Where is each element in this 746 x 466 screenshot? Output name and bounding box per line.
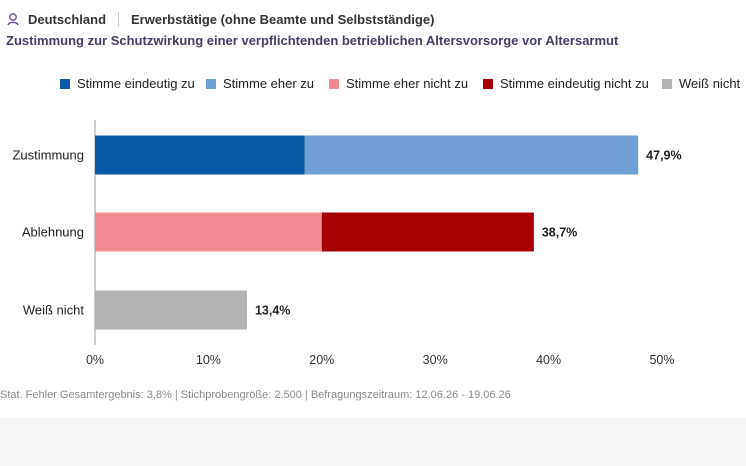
legend-item-stimme-eindeutig-zu: Stimme eindeutig zu [60, 76, 195, 91]
population-label: Erwerbstätige (ohne Beamte und Selbststä… [131, 11, 435, 27]
legend-swatch [662, 78, 672, 89]
chart-subtitle: Zustimmung zur Schutzwirkung einer verpf… [6, 33, 619, 48]
x-tick-label: 30% [423, 353, 448, 367]
legend-swatch [60, 78, 70, 89]
legend-item-stimme-eher-zu: Stimme eher zu [206, 76, 314, 91]
chart-footnote: Stat. Fehler Gesamtergebnis: 3,8% | Stic… [0, 389, 511, 401]
bar-segment [304, 135, 639, 175]
legend-swatch [483, 78, 493, 89]
location-pin-icon [6, 12, 20, 26]
x-tick-label: 40% [536, 353, 561, 367]
bar-total-label: 38,7% [542, 226, 577, 240]
x-tick-label: 0% [86, 353, 104, 367]
bar-total-label: 13,4% [255, 304, 290, 318]
region-label: Deutschland [28, 11, 107, 27]
bar-segment [321, 212, 534, 252]
legend-item-stimme-eher-nicht-zu: Stimme eher nicht zu [329, 76, 468, 91]
header-divider [118, 11, 120, 27]
bar-segment [95, 135, 305, 175]
legend-swatch [206, 78, 216, 89]
legend-item-stimme-eindeutig-nicht-zu: Stimme eindeutig nicht zu [483, 76, 649, 91]
category-label: Ablehnung [22, 225, 84, 240]
stacked-bar-chart: Zustimmung 47,9% Ablehnung 38,7% Weiß nicht 1… [12, 120, 682, 367]
legend-item-weiss-nicht: Weiß nicht [662, 76, 740, 91]
bar-total-label: 47,9% [646, 149, 681, 163]
legend-label: Weiß nicht [679, 76, 741, 91]
legend-label: Stimme eher zu [223, 76, 315, 91]
legend-label: Stimme eindeutig zu [77, 76, 195, 91]
category-label: Zustimmung [12, 148, 84, 163]
x-tick-label: 10% [196, 353, 221, 367]
bar-segment [95, 212, 322, 252]
legend-swatch [329, 78, 339, 89]
category-label: Weiß nicht [23, 303, 85, 318]
bottom-band [0, 418, 746, 466]
bar-segment [95, 290, 247, 330]
x-tick-label: 20% [309, 353, 334, 367]
chart-header: Deutschland Erwerbstätige (ohne Beamte u… [6, 8, 434, 30]
legend-label: Stimme eher nicht zu [346, 76, 469, 91]
chart-legend: Stimme eindeutig zu Stimme eher zu Stimm… [0, 76, 746, 96]
x-tick-label: 50% [649, 353, 674, 367]
legend-label: Stimme eindeutig nicht zu [500, 76, 649, 91]
